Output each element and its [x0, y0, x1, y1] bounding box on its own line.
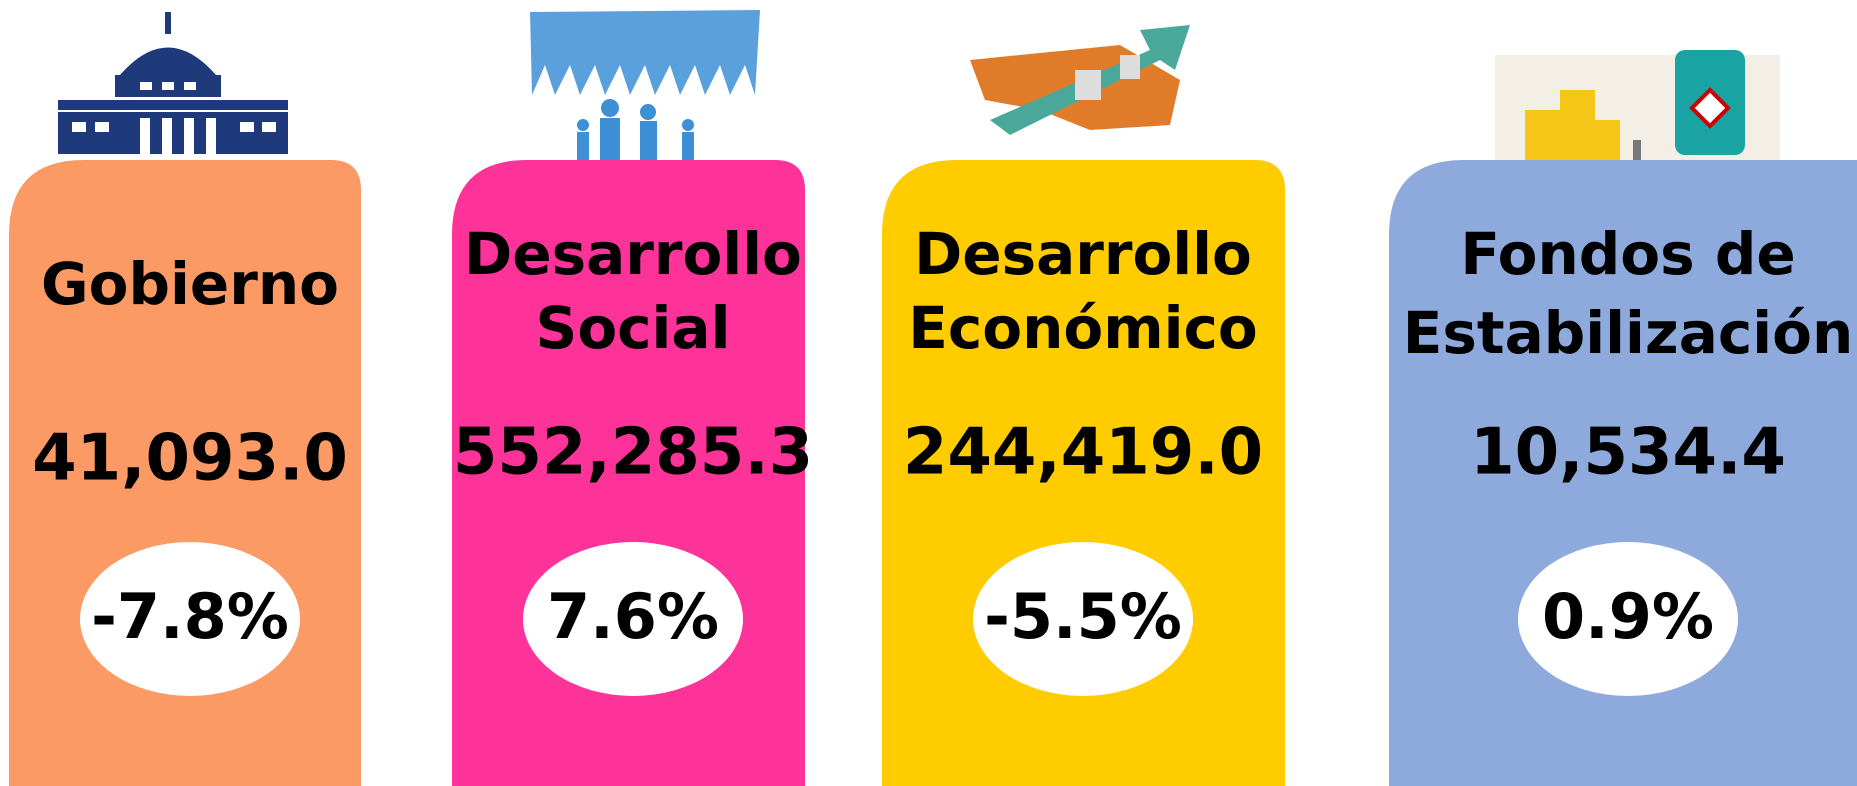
card-change: -5.5% — [984, 580, 1182, 653]
card-title: Social — [536, 294, 731, 362]
social-icon — [530, 10, 760, 168]
card-background — [1389, 160, 1857, 786]
government-icon — [58, 12, 288, 154]
card-title: Fondos de — [1460, 220, 1795, 288]
card-change: -7.8% — [91, 580, 289, 653]
card: Fondos de Estabilización 10,534.4 0.9% — [1389, 160, 1857, 786]
card-title: Económico — [908, 294, 1258, 362]
change-badge — [523, 542, 743, 696]
card-amount: 244,419.0 — [903, 416, 1263, 490]
card-title: Desarrollo — [464, 220, 802, 288]
change-badge — [973, 542, 1193, 696]
card-title: Gobierno — [41, 250, 339, 318]
economy-icon — [970, 25, 1190, 135]
card-title: Estabilización — [1403, 299, 1853, 367]
card-title: Desarrollo — [914, 220, 1252, 288]
card-amount: 552,285.3 — [453, 416, 813, 490]
card: Gobierno 41,093.0 -7.8% — [9, 160, 361, 786]
card-change: 0.9% — [1542, 580, 1714, 653]
change-badge — [1518, 542, 1738, 696]
change-badge — [80, 542, 300, 696]
card-amount: 41,093.0 — [32, 422, 348, 496]
card-amount: 10,534.4 — [1470, 416, 1786, 490]
card-change: 7.6% — [547, 580, 719, 653]
